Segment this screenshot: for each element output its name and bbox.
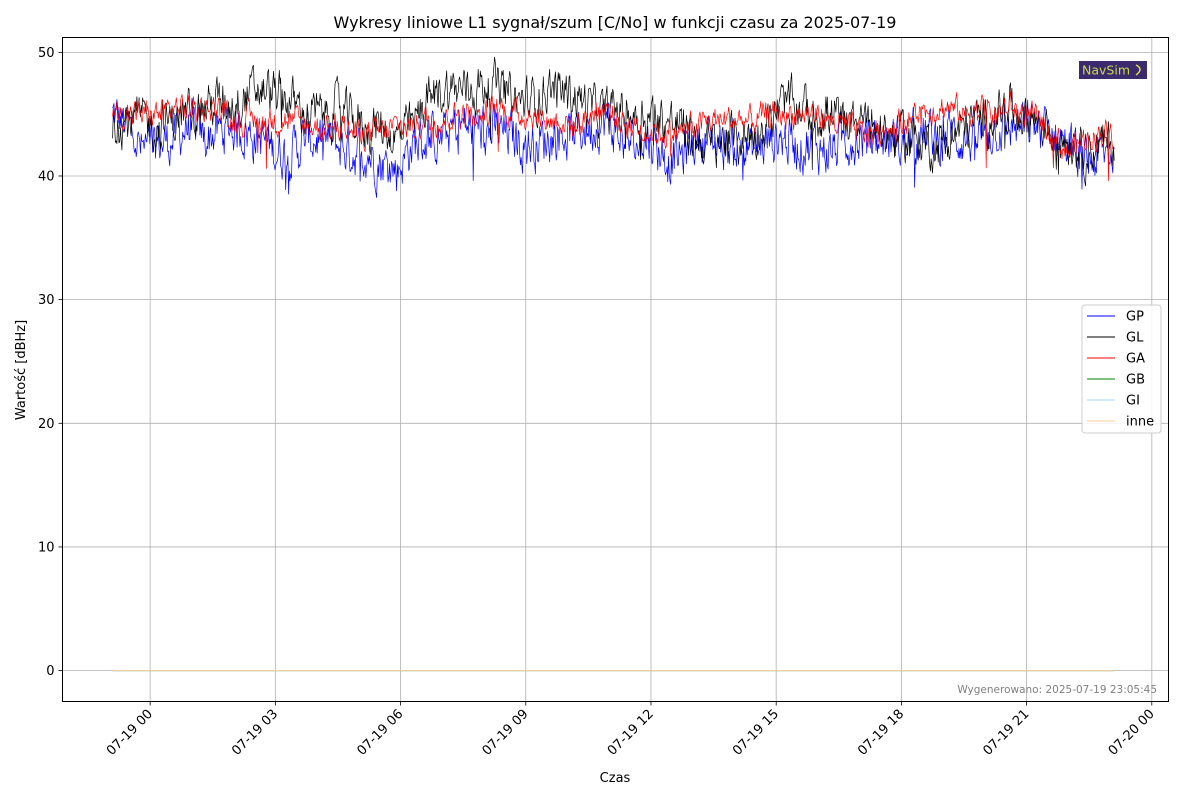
generated-timestamp: Wygenerowano: 2025-07-19 23:05:45 (957, 684, 1157, 696)
legend-label-gp: GP (1126, 310, 1144, 325)
legend-label-inne: inne (1126, 415, 1154, 430)
y-axis: 0 10 20 30 40 50 (38, 46, 63, 679)
logo: NavSim (1079, 61, 1147, 79)
logo-text: NavSim (1082, 63, 1130, 78)
logo-background (1079, 61, 1147, 79)
y-tick-label: 40 (38, 169, 55, 184)
y-tick-label: 0 (46, 664, 54, 679)
legend-label-gb: GB (1126, 373, 1145, 388)
plot-lines (112, 56, 1115, 672)
y-tick-label: 10 (38, 540, 55, 555)
logo-swoosh-icon (1135, 64, 1141, 76)
series-line-gl (112, 56, 1115, 187)
chart-title: Wykresy liniowe L1 sygnał/szum [C/No] w … (334, 13, 897, 32)
plot-area-frame (62, 37, 1169, 702)
legend: GP GL GA GB GI inne (1081, 304, 1162, 434)
legend-label-gi: GI (1126, 394, 1140, 409)
series-line-ga (112, 90, 1115, 182)
series-line-gp (112, 97, 1115, 198)
y-tick-label: 50 (38, 46, 55, 61)
legend-label-gl: GL (1126, 331, 1144, 346)
x-axis-label: Czas (600, 771, 631, 786)
y-axis-label: Wartość [dBHz] (14, 320, 29, 420)
y-tick-label: 30 (38, 293, 55, 308)
legend-label-ga: GA (1126, 352, 1145, 367)
y-tick-label: 20 (38, 417, 55, 432)
